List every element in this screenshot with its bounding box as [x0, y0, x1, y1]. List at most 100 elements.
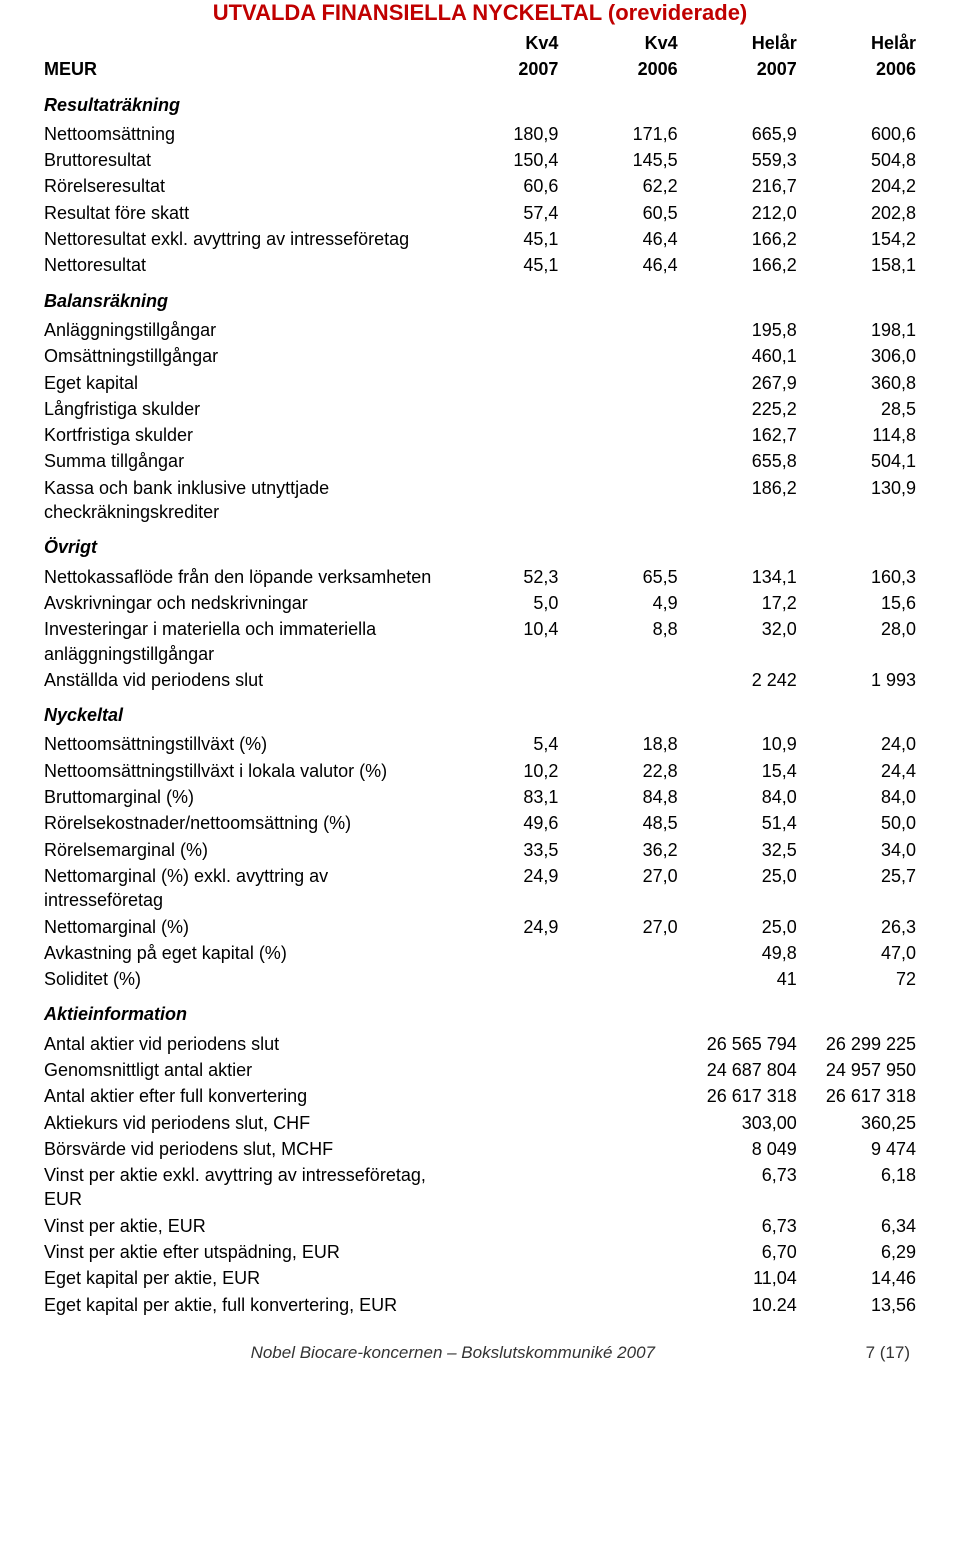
row-value: [443, 475, 562, 526]
row-value: 25,0: [682, 914, 801, 940]
row-value: 24 687 804: [682, 1057, 801, 1083]
table-row: Nettomarginal (%)24,927,025,026,3: [40, 914, 920, 940]
row-value: 26 565 794: [682, 1031, 801, 1057]
row-value: [562, 475, 681, 526]
row-label: Investeringar i materiella och immaterie…: [40, 616, 443, 667]
row-value: 24,9: [443, 914, 562, 940]
row-value: 6,34: [801, 1213, 920, 1239]
row-value: 51,4: [682, 810, 801, 836]
row-value: 4,9: [562, 590, 681, 616]
page-footer: Nobel Biocare-koncernen – Bokslutskommun…: [40, 1343, 920, 1363]
row-value: 8 049: [682, 1136, 801, 1162]
row-value: [443, 370, 562, 396]
table-row: Vinst per aktie, EUR6,736,34: [40, 1213, 920, 1239]
row-value: [562, 448, 681, 474]
row-value: 32,5: [682, 837, 801, 863]
section-heading-row: Balansräkning: [40, 279, 920, 317]
table-row: Soliditet (%)4172: [40, 966, 920, 992]
row-value: 84,0: [682, 784, 801, 810]
row-value: 198,1: [801, 317, 920, 343]
row-value: [443, 1162, 562, 1213]
row-label: Soliditet (%): [40, 966, 443, 992]
row-value: [443, 317, 562, 343]
row-value: 24,4: [801, 758, 920, 784]
row-label: Anställda vid periodens slut: [40, 667, 443, 693]
row-label: Antal aktier efter full konvertering: [40, 1083, 443, 1109]
table-row: Nettoomsättning180,9171,6665,9600,6: [40, 121, 920, 147]
row-value: [562, 1031, 681, 1057]
row-value: 130,9: [801, 475, 920, 526]
header-year-1: 2006: [562, 56, 681, 82]
row-value: 216,7: [682, 173, 801, 199]
row-label: Nettomarginal (%) exkl. avyttring av int…: [40, 863, 443, 914]
row-value: 154,2: [801, 226, 920, 252]
table-row: Antal aktier vid periodens slut26 565 79…: [40, 1031, 920, 1057]
row-value: 204,2: [801, 173, 920, 199]
row-value: 6,29: [801, 1239, 920, 1265]
row-value: 559,3: [682, 147, 801, 173]
row-label: Anläggningstillgångar: [40, 317, 443, 343]
row-value: 145,5: [562, 147, 681, 173]
row-value: 460,1: [682, 343, 801, 369]
row-value: 665,9: [682, 121, 801, 147]
row-value: 13,56: [801, 1292, 920, 1318]
section-heading-row: Nyckeltal: [40, 693, 920, 731]
row-value: 195,8: [682, 317, 801, 343]
row-value: 57,4: [443, 200, 562, 226]
row-value: [443, 1083, 562, 1109]
table-row: Anläggningstillgångar 195,8198,1: [40, 317, 920, 343]
header-row-periods: Kv4 Kv4 Helår Helår: [40, 30, 920, 56]
row-value: 10,9: [682, 731, 801, 757]
row-value: [443, 396, 562, 422]
row-value: 162,7: [682, 422, 801, 448]
row-label: Nettoomsättningstillväxt (%): [40, 731, 443, 757]
row-value: 360,8: [801, 370, 920, 396]
header-period-0: Kv4: [443, 30, 562, 56]
row-value: [562, 1265, 681, 1291]
header-period-3: Helår: [801, 30, 920, 56]
row-value: 22,8: [562, 758, 681, 784]
row-value: 5,0: [443, 590, 562, 616]
row-value: [443, 422, 562, 448]
row-label: Eget kapital per aktie, full konverterin…: [40, 1292, 443, 1318]
row-value: 25,7: [801, 863, 920, 914]
row-value: 11,04: [682, 1265, 801, 1291]
row-value: 84,0: [801, 784, 920, 810]
row-value: 158,1: [801, 252, 920, 278]
row-value: [562, 1083, 681, 1109]
table-row: Nettokassaflöde från den löpande verksam…: [40, 564, 920, 590]
row-value: 24 957 950: [801, 1057, 920, 1083]
section-heading: Balansräkning: [40, 279, 920, 317]
row-value: [443, 1031, 562, 1057]
row-value: 303,00: [682, 1110, 801, 1136]
row-label: Aktiekurs vid periodens slut, CHF: [40, 1110, 443, 1136]
row-label: Kortfristiga skulder: [40, 422, 443, 448]
row-label: Nettokassaflöde från den löpande verksam…: [40, 564, 443, 590]
row-label: Avkastning på eget kapital (%): [40, 940, 443, 966]
table-row: Kortfristiga skulder162,7114,8: [40, 422, 920, 448]
table-row: Börsvärde vid periodens slut, MCHF8 0499…: [40, 1136, 920, 1162]
row-value: 306,0: [801, 343, 920, 369]
header-row-years: MEUR 2007 2006 2007 2006: [40, 56, 920, 82]
row-value: 2 242: [682, 667, 801, 693]
row-value: 50,0: [801, 810, 920, 836]
section-heading-row: Aktieinformation: [40, 992, 920, 1030]
row-value: 1 993: [801, 667, 920, 693]
financial-table: Kv4 Kv4 Helår Helår MEUR 2007 2006 2007 …: [40, 30, 920, 1318]
table-row: Nettomarginal (%) exkl. avyttring av int…: [40, 863, 920, 914]
row-label: Rörelsekostnader/nettoomsättning (%): [40, 810, 443, 836]
row-value: 186,2: [682, 475, 801, 526]
table-row: Summa tillgångar655,8504,1: [40, 448, 920, 474]
section-heading-row: Övrigt: [40, 525, 920, 563]
row-label: Vinst per aktie, EUR: [40, 1213, 443, 1239]
row-value: 134,1: [682, 564, 801, 590]
row-value: 36,2: [562, 837, 681, 863]
row-value: 267,9: [682, 370, 801, 396]
table-row: Avkastning på eget kapital (%)49,847,0: [40, 940, 920, 966]
row-value: 72: [801, 966, 920, 992]
row-value: 83,1: [443, 784, 562, 810]
table-row: Eget kapital267,9360,8: [40, 370, 920, 396]
row-value: 166,2: [682, 252, 801, 278]
row-value: 46,4: [562, 226, 681, 252]
row-value: 46,4: [562, 252, 681, 278]
